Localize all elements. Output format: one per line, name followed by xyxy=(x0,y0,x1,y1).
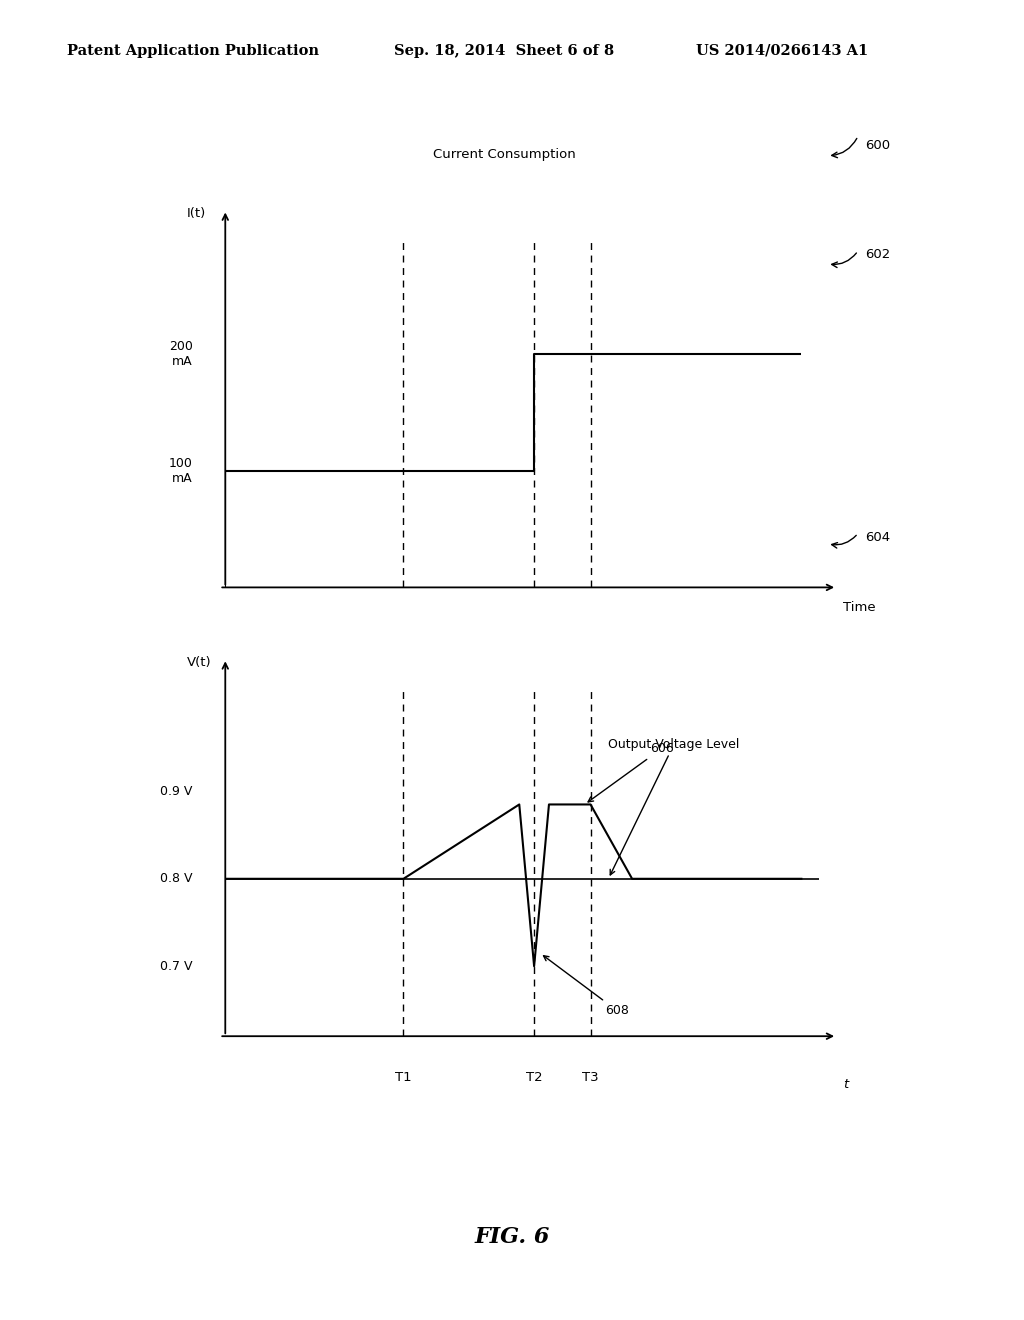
Text: 0.9 V: 0.9 V xyxy=(160,785,193,797)
Text: Sep. 18, 2014  Sheet 6 of 8: Sep. 18, 2014 Sheet 6 of 8 xyxy=(394,44,614,58)
Text: T2: T2 xyxy=(525,1072,543,1084)
Text: Time: Time xyxy=(843,602,876,614)
Text: 604: 604 xyxy=(865,531,891,544)
Text: 600: 600 xyxy=(865,139,891,152)
Text: 602: 602 xyxy=(865,248,891,261)
Text: FIG. 6: FIG. 6 xyxy=(474,1226,550,1247)
Text: 100
mA: 100 mA xyxy=(169,457,193,484)
Text: 606: 606 xyxy=(588,742,674,803)
Text: Output Voltage Level: Output Voltage Level xyxy=(608,738,739,875)
Text: I(t): I(t) xyxy=(186,207,206,220)
Text: T1: T1 xyxy=(395,1072,412,1084)
Text: V(t): V(t) xyxy=(186,656,211,669)
Text: t: t xyxy=(843,1078,848,1092)
Text: 200
mA: 200 mA xyxy=(169,341,193,368)
Text: US 2014/0266143 A1: US 2014/0266143 A1 xyxy=(696,44,868,58)
Text: T3: T3 xyxy=(583,1072,599,1084)
Text: Patent Application Publication: Patent Application Publication xyxy=(67,44,318,58)
Text: Current Consumption: Current Consumption xyxy=(433,148,575,161)
Text: 0.8 V: 0.8 V xyxy=(160,873,193,886)
Text: 608: 608 xyxy=(544,956,630,1018)
Text: 0.7 V: 0.7 V xyxy=(160,960,193,973)
